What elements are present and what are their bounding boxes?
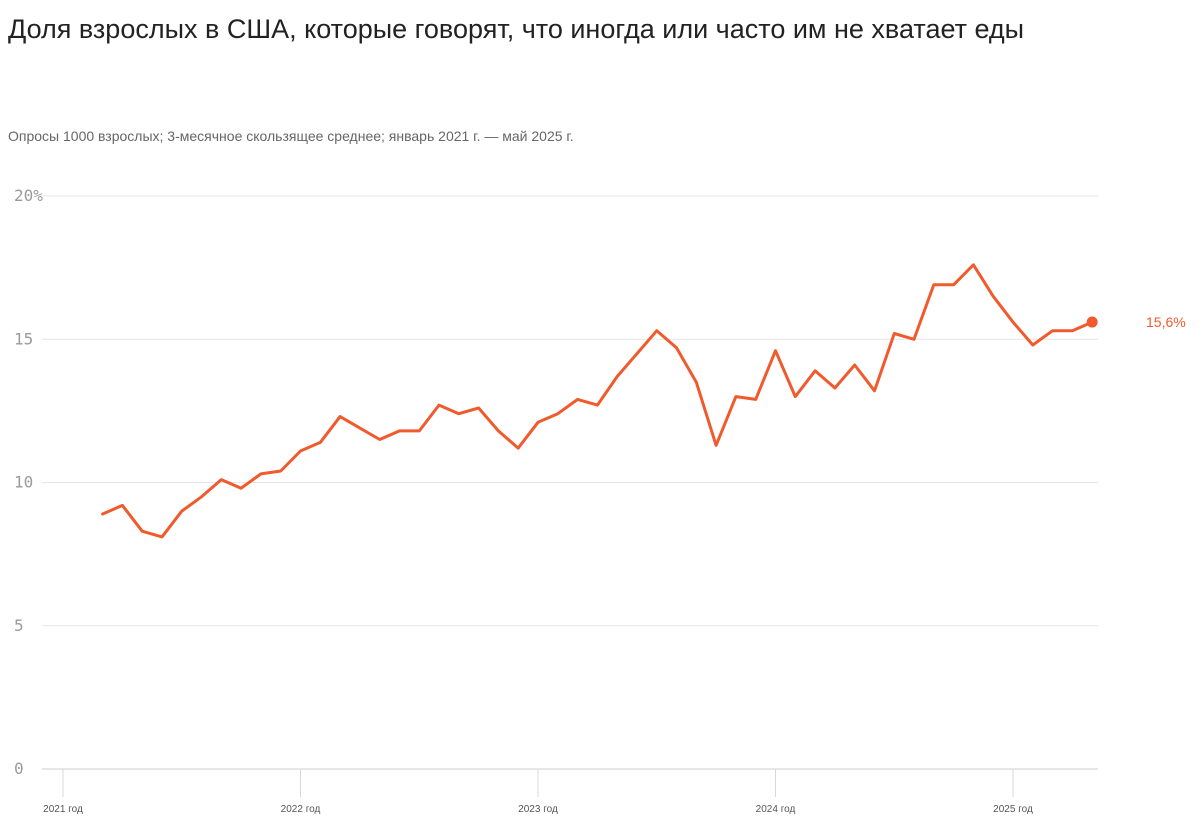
data-point: [378, 438, 381, 441]
data-point: [794, 395, 797, 398]
data-point: [358, 426, 361, 429]
data-point: [121, 504, 124, 507]
data-point: [695, 381, 698, 384]
data-point: [536, 421, 539, 424]
series-line: [101, 263, 1094, 539]
data-point: [556, 412, 559, 415]
data-point: [160, 535, 163, 538]
end-value-label: 15,6%: [1146, 314, 1186, 330]
data-point: [338, 415, 341, 418]
data-point: [240, 487, 243, 490]
data-point: [1031, 343, 1034, 346]
data-point: [813, 369, 816, 372]
series: 15,6%: [101, 263, 1186, 539]
y-tick-label: 15: [14, 329, 33, 348]
data-point: [853, 363, 856, 366]
data-point: [200, 495, 203, 498]
x-tick-label: 2025 год: [993, 804, 1033, 815]
x-tick-label: 2024 год: [756, 804, 796, 815]
data-point: [873, 389, 876, 392]
data-point: [477, 406, 480, 409]
data-point: [616, 375, 619, 378]
data-point: [675, 346, 678, 349]
data-point: [912, 338, 915, 341]
x-tick-label: 2022 год: [281, 804, 321, 815]
y-tick-label: 0: [14, 759, 24, 778]
data-point: [497, 429, 500, 432]
y-axis: 0 5 10 15 20%: [14, 186, 43, 778]
data-point: [932, 283, 935, 286]
data-point: [220, 478, 223, 481]
y-tick-label: 20%: [14, 186, 43, 205]
chart-title: Доля взрослых в США, которые говорят, чт…: [8, 14, 1025, 44]
data-point: [774, 349, 777, 352]
data-point: [457, 412, 460, 415]
data-point: [1071, 329, 1074, 332]
data-point: [734, 395, 737, 398]
data-point: [1011, 320, 1014, 323]
x-tick-label: 2021 год: [43, 804, 83, 815]
data-point: [418, 429, 421, 432]
data-point: [437, 404, 440, 407]
y-tick-label: 10: [14, 473, 33, 492]
data-point: [299, 449, 302, 452]
data-point: [833, 386, 836, 389]
data-point: [141, 530, 144, 533]
data-point: [952, 283, 955, 286]
x-tick-label: 2023 год: [518, 804, 558, 815]
data-point: [754, 398, 757, 401]
data-point: [279, 469, 282, 472]
data-point: [992, 295, 995, 298]
end-point-marker: [1086, 316, 1098, 328]
data-point: [655, 329, 658, 332]
data-point: [398, 429, 401, 432]
data-point: [101, 512, 104, 515]
data-point: [259, 472, 262, 475]
data-point: [319, 441, 322, 444]
data-point: [596, 404, 599, 407]
data-point: [576, 398, 579, 401]
data-point: [893, 332, 896, 335]
data-point: [972, 263, 975, 266]
data-point: [635, 352, 638, 355]
data-point: [517, 447, 520, 450]
data-point: [180, 510, 183, 513]
grid: [42, 195, 1098, 770]
data-point: [715, 444, 718, 447]
data-point: [1051, 329, 1054, 332]
chart-subtitle: Опросы 1000 взрослых; 3-месячное скользя…: [8, 128, 574, 144]
y-tick-label: 5: [14, 616, 24, 635]
x-axis: 2021 год 2022 год 2023 год 2024 год 2025 год: [43, 769, 1033, 815]
